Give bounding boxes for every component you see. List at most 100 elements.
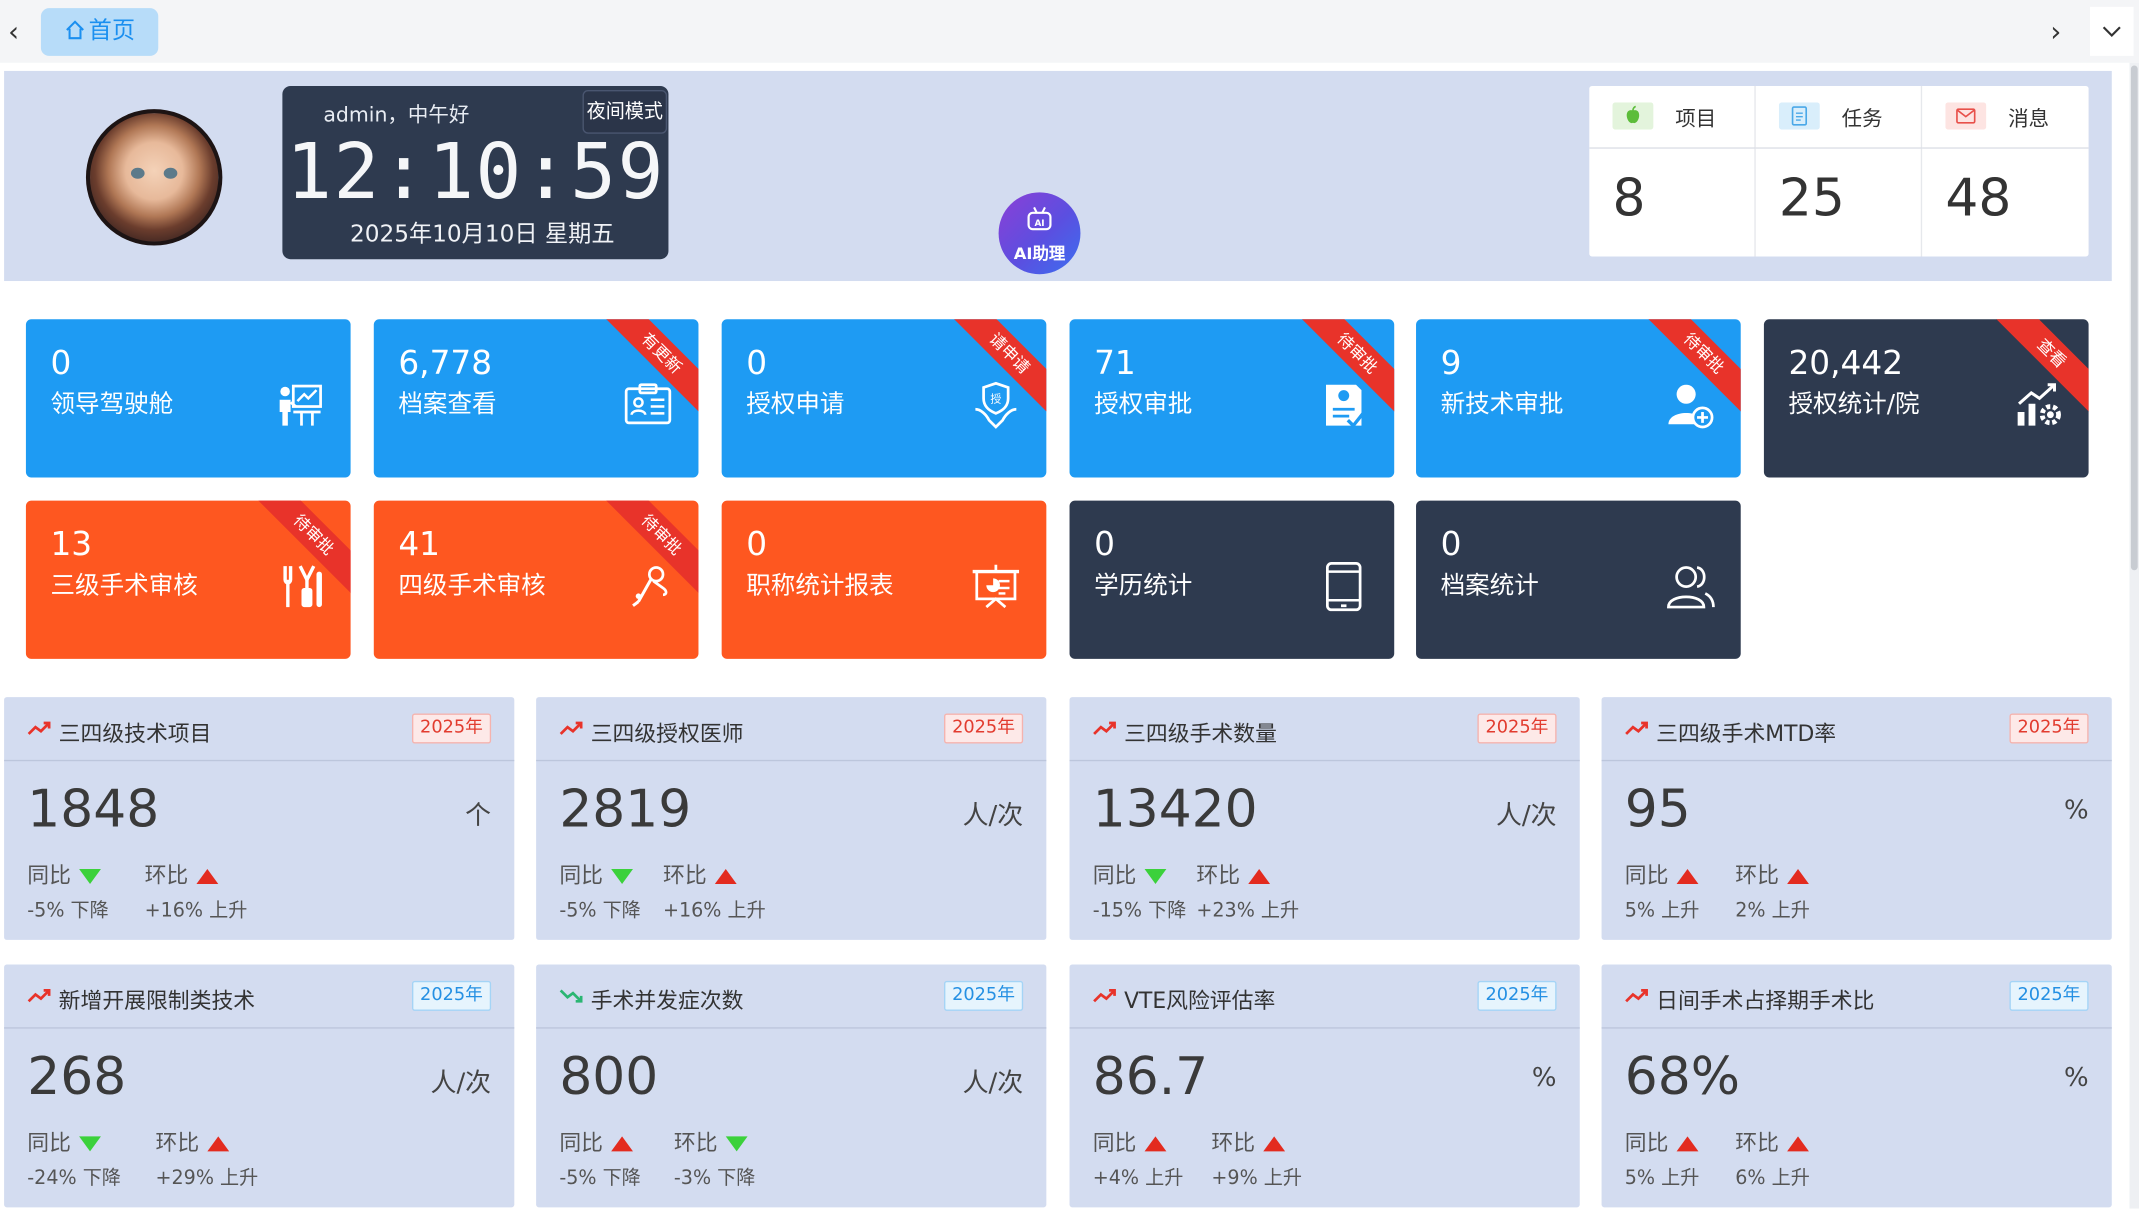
- tile-archive-view[interactable]: 有更新 6,778 档案查看: [373, 319, 699, 478]
- yoy-label-text: 同比: [27, 1129, 71, 1156]
- stat-value: 25: [1778, 167, 1845, 228]
- stat-label: 项目: [1675, 106, 1717, 131]
- card-unit: %: [1531, 1062, 1557, 1093]
- tile-authorization-statistics[interactable]: 查看 20,442 授权统计/院: [1763, 319, 2089, 478]
- year-badge[interactable]: 2025年: [2009, 713, 2089, 744]
- mom-label-text: 环比: [1196, 862, 1241, 889]
- tile-count: 9: [1440, 343, 1462, 382]
- avatar[interactable]: [85, 109, 223, 246]
- arrow-up-icon: [1676, 1136, 1699, 1152]
- card-unit: 人/次: [962, 800, 1024, 831]
- card-value: 800: [559, 1046, 659, 1107]
- card-title: 三四级手术数量: [1124, 720, 1277, 747]
- mom-change: 2% 上升: [1735, 900, 1810, 923]
- chart-gear-icon: [2017, 383, 2061, 426]
- chevron-down-icon: [2102, 26, 2121, 38]
- metric-card[interactable]: 三四级手术MTD率 2025年 95% 同比 环比 5% 上升 2% 上升: [1601, 697, 2112, 940]
- yoy-label-text: 同比: [559, 1129, 603, 1156]
- tile-leadership-cockpit[interactable]: 0 领导驾驶舱: [25, 319, 351, 478]
- arrow-down-icon: [1144, 868, 1167, 885]
- metric-card[interactable]: 三四级技术项目 2025年 1848 个同比 环比 -5% 下降 +16% 上升: [4, 697, 515, 940]
- tile-level3-surgery-review[interactable]: 待审批 13 三级手术审核: [25, 500, 351, 659]
- night-mode-button[interactable]: 夜间模式: [582, 90, 668, 134]
- year-badge[interactable]: 2025年: [943, 980, 1024, 1011]
- mail-icon: [1945, 102, 1987, 130]
- yoy-label-text: 同比: [1092, 862, 1137, 889]
- scrollbar-track[interactable]: [2129, 62, 2139, 1209]
- mom-change: 6% 上升: [1735, 1167, 1810, 1190]
- tab-home-label: 首页: [88, 17, 136, 46]
- yoy-change: -5% 下降: [559, 900, 641, 923]
- card-value: 1848: [27, 778, 160, 839]
- card-header: 日间手术占择期手术比 2025年: [1601, 964, 2112, 1029]
- year-badge[interactable]: 2025年: [1477, 713, 1557, 744]
- yoy-change: -15% 下降: [1092, 900, 1187, 923]
- metric-card[interactable]: VTE风险评估率 2025年 86.7% 同比 环比 +4% 上升 +9% 上升: [1069, 964, 1580, 1208]
- arrow-down-icon: [725, 1136, 748, 1152]
- stat-label: 消息: [2008, 106, 2050, 131]
- tile-label: 学历统计: [1094, 571, 1193, 601]
- tile-authorization-approval[interactable]: 待审批 71 授权审批: [1069, 319, 1395, 478]
- summary-stats: 项目 8 任务 25 消息 48: [1589, 85, 2089, 257]
- tile-level4-surgery-review[interactable]: 待审批 41 四级手术审核: [373, 500, 699, 659]
- tab-scroll-right-button[interactable]: ›: [2050, 15, 2062, 48]
- yoy-label-text: 同比: [1624, 862, 1669, 889]
- tile-authorization-apply[interactable]: 请申请 0 授权申请 授: [721, 319, 1047, 478]
- ai-assistant-button[interactable]: AI AI助理: [998, 192, 1081, 275]
- year-badge[interactable]: 2025年: [411, 713, 492, 744]
- stat-tasks[interactable]: 任务 25: [1755, 85, 1923, 257]
- approval-doc-icon: [1326, 384, 1366, 429]
- metric-card[interactable]: 三四级授权医师 2025年 2819 人/次 同比 环比 -5% 下降 +16% 上升: [536, 697, 1047, 940]
- tab-scroll-left-button[interactable]: ‹: [8, 15, 20, 48]
- mom-label-text: 环比: [1735, 862, 1779, 889]
- tile-archive-statistics[interactable]: 0 档案统计: [1416, 500, 1741, 659]
- yoy-change: -5% 下降: [27, 900, 109, 923]
- card-header: 三四级授权医师 2025年: [536, 697, 1047, 762]
- tile-count: 41: [398, 525, 441, 564]
- card-header: 新增开展限制类技术 2025年: [4, 964, 515, 1029]
- tile-title-statistics-report[interactable]: 0 职称统计报表: [721, 500, 1047, 659]
- arrow-up-icon: [1263, 1136, 1286, 1152]
- metric-card[interactable]: 新增开展限制类技术 2025年 268 人/次 同比 环比 -24% 下降 +29% 上升: [4, 964, 515, 1208]
- arrow-up-icon: [1248, 868, 1271, 885]
- tab-dropdown-button[interactable]: [2089, 6, 2134, 56]
- metric-card[interactable]: 手术并发症次数 2025年 800 人/次 同比 环比 -5% 下降 -3% 下降: [536, 964, 1047, 1208]
- mom-change: +29% 上升: [155, 1167, 259, 1190]
- hand-shield-icon: 授: [975, 381, 1017, 429]
- card-header: VTE风险评估率 2025年: [1069, 964, 1580, 1029]
- mom-label-text: 环比: [144, 862, 189, 889]
- metric-card[interactable]: 三四级手术数量 2025年 13420 人/次 同比 环比 -15% 下降 +23% 上升: [1069, 697, 1580, 940]
- year-badge[interactable]: 2025年: [2009, 980, 2089, 1011]
- mom-change: +9% 上升: [1211, 1167, 1302, 1190]
- year-badge[interactable]: 2025年: [411, 980, 492, 1011]
- card-value: 13420: [1092, 778, 1258, 839]
- scissors-icon: [632, 566, 668, 607]
- year-badge[interactable]: 2025年: [1477, 980, 1557, 1011]
- metric-card[interactable]: 日间手术占择期手术比 2025年 68%% 同比 环比 5% 上升 6% 上升: [1601, 964, 2112, 1208]
- tile-new-tech-approval[interactable]: 待审批 9 新技术审批: [1416, 319, 1741, 478]
- mom-label: 环比: [663, 857, 737, 890]
- avatar-eye-right: [163, 167, 178, 179]
- tile-education-statistics[interactable]: 0 学历统计: [1069, 500, 1395, 659]
- tile-count: 0: [1094, 525, 1115, 564]
- tile-count: 0: [1440, 525, 1462, 564]
- robot-icon: AI: [1027, 206, 1052, 231]
- yoy-label: 同比: [1093, 857, 1167, 890]
- mom-label-text: 环比: [1735, 1129, 1779, 1156]
- surgical-tools-icon: [283, 565, 322, 608]
- card-header: 手术并发症次数 2025年: [536, 964, 1047, 1029]
- presentation-icon: [279, 384, 322, 426]
- scrollbar-thumb[interactable]: [2130, 65, 2138, 571]
- yoy-label-text: 同比: [1624, 1129, 1669, 1156]
- tab-home[interactable]: 首页: [40, 8, 159, 56]
- year-badge[interactable]: 2025年: [943, 713, 1024, 744]
- card-title: 三四级技术项目: [58, 720, 212, 747]
- trend-up-icon: [1093, 989, 1116, 1003]
- tile-label: 授权审批: [1094, 390, 1193, 419]
- stat-messages[interactable]: 消息 48: [1922, 86, 2089, 257]
- card-header: 三四级手术MTD率 2025年: [1601, 697, 2112, 762]
- stat-projects[interactable]: 项目 8: [1589, 85, 1756, 257]
- yoy-label: 同比: [1093, 1124, 1167, 1157]
- home-icon: [66, 20, 84, 40]
- arrow-up-icon: [196, 868, 219, 885]
